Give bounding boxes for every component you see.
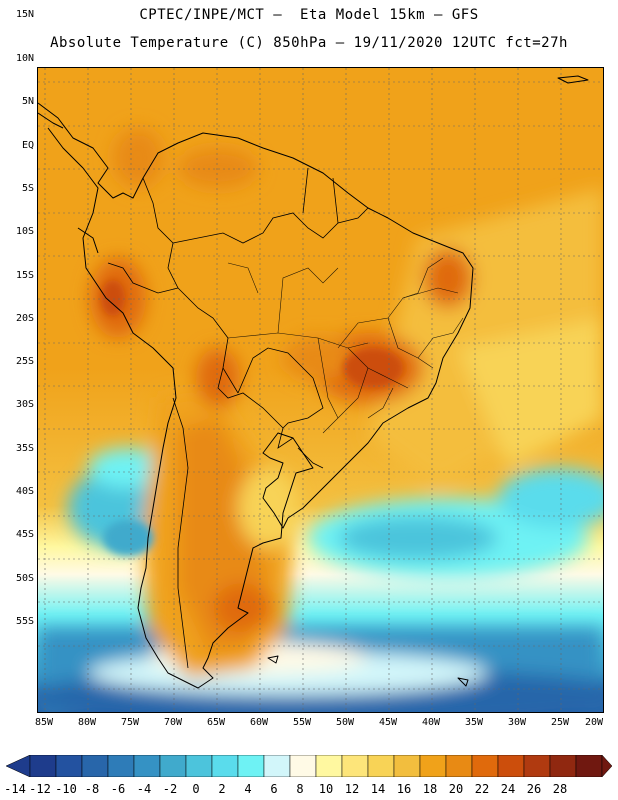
colorbar-label: 4 <box>244 782 252 796</box>
lat-label: 55S <box>15 616 34 627</box>
lon-label: 85W <box>34 717 54 728</box>
colorbar-label: 0 <box>192 782 200 796</box>
lon-label: 40W <box>421 717 441 728</box>
colorbar-label: -12 <box>29 782 51 796</box>
lat-label: 50S <box>15 573 34 584</box>
colorbar-swatch <box>133 755 161 777</box>
colorbar-label: 20 <box>448 782 464 796</box>
colorbar-label: 28 <box>552 782 568 796</box>
colorbar-swatch <box>497 755 525 777</box>
lon-label: 25W <box>550 717 570 728</box>
colorbar-swatch <box>393 755 421 777</box>
colorbar-label: 14 <box>370 782 386 796</box>
lat-label: 10N <box>15 53 34 64</box>
colorbar-swatch <box>237 755 265 777</box>
lat-label: 15N <box>15 9 34 20</box>
colorbar-label: 16 <box>396 782 412 796</box>
colorbar-label: -4 <box>136 782 152 796</box>
state-borders <box>227 257 464 434</box>
lon-label: 50W <box>335 717 355 728</box>
temperature-field <box>38 68 603 712</box>
colorbar-arrow-low <box>6 755 31 777</box>
colorbar-label: 24 <box>500 782 516 796</box>
lon-label: 55W <box>292 717 312 728</box>
lat-label: 5N <box>21 96 34 107</box>
temperature-map <box>37 67 604 713</box>
lat-label: 25S <box>15 356 34 367</box>
lat-label: 20S <box>15 313 34 324</box>
lat-label: 10S <box>15 226 34 237</box>
colorbar-swatch <box>289 755 317 777</box>
colorbar-swatch <box>445 755 473 777</box>
lat-label: EQ <box>21 140 34 151</box>
colorbar-swatch <box>471 755 499 777</box>
map-subtitle: Absolute Temperature (C) 850hPa – 19/11/… <box>50 35 568 51</box>
lon-label: 75W <box>120 717 140 728</box>
lat-label: 5S <box>21 183 34 194</box>
colorbar-swatch <box>263 755 291 777</box>
colorbar-swatch <box>81 755 109 777</box>
lat-label: 40S <box>15 486 34 497</box>
graticule <box>38 68 603 712</box>
lon-label: 70W <box>163 717 183 728</box>
colorbar-label: 6 <box>270 782 278 796</box>
colorbar-label: -10 <box>55 782 77 796</box>
colorbar-swatch <box>185 755 213 777</box>
lon-label: 20W <box>584 717 604 728</box>
colorbar-swatch <box>211 755 239 777</box>
colorbar-label: 18 <box>422 782 438 796</box>
colorbar-swatch <box>575 755 603 777</box>
colorbar <box>6 755 612 777</box>
country-borders <box>107 167 369 669</box>
colorbar-label: 8 <box>296 782 304 796</box>
map-title: CPTEC/INPE/MCT – Eta Model 15km – GFS <box>139 7 479 23</box>
colorbar-swatch <box>315 755 343 777</box>
colorbar-swatch <box>107 755 135 777</box>
colorbar-swatch <box>523 755 551 777</box>
lat-label: 35S <box>15 443 34 454</box>
colorbar-label: -14 <box>4 782 26 796</box>
colorbar-label: -8 <box>84 782 100 796</box>
lat-label: 15S <box>15 270 34 281</box>
colorbar-label: 2 <box>218 782 226 796</box>
lon-label: 80W <box>77 717 97 728</box>
colorbar-label: 26 <box>526 782 542 796</box>
lon-label: 45W <box>378 717 398 728</box>
lon-label: 65W <box>206 717 226 728</box>
colorbar-swatch <box>549 755 577 777</box>
colorbar-swatch <box>367 755 395 777</box>
colorbar-label: -6 <box>110 782 126 796</box>
colorbar-swatch <box>419 755 447 777</box>
lon-label: 35W <box>464 717 484 728</box>
colorbar-swatch <box>341 755 369 777</box>
lon-label: 30W <box>507 717 527 728</box>
lat-label: 45S <box>15 529 34 540</box>
lat-label: 30S <box>15 399 34 410</box>
colorbar-label: 10 <box>318 782 334 796</box>
colorbar-swatch <box>159 755 187 777</box>
colorbar-label: -2 <box>162 782 178 796</box>
lon-label: 60W <box>249 717 269 728</box>
colorbar-arrow-high <box>601 755 612 777</box>
colorbar-swatch <box>29 755 57 777</box>
colorbar-label: 12 <box>344 782 360 796</box>
coastline <box>38 75 589 689</box>
colorbar-swatch <box>55 755 83 777</box>
colorbar-label: 22 <box>474 782 490 796</box>
